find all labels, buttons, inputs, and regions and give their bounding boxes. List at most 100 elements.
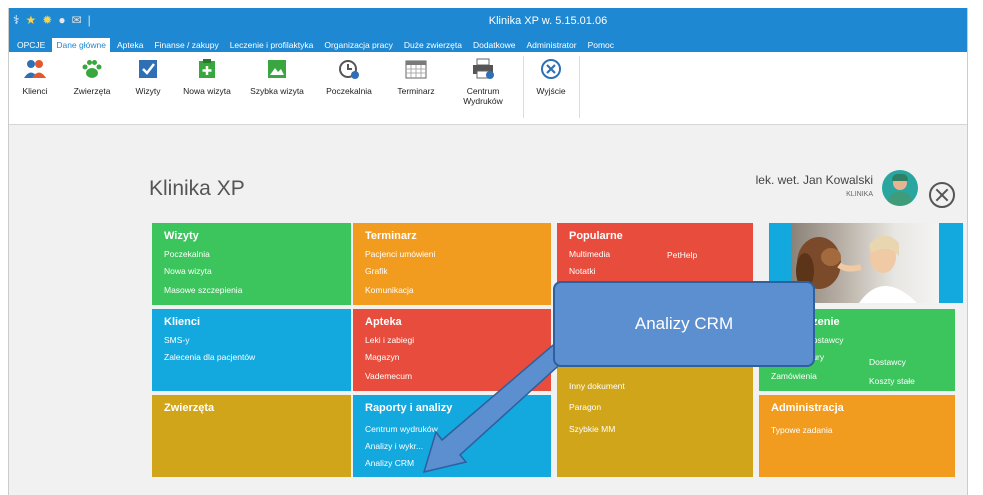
ribbon-label: Poczekalnia xyxy=(326,86,372,96)
tile-title: Terminarz xyxy=(365,230,417,242)
tile-title: Administracja xyxy=(771,402,844,414)
user-name: lek. wet. Jan Kowalski xyxy=(755,173,873,187)
calendar-icon xyxy=(405,60,427,79)
ribbon-terminarz-button[interactable]: Terminarz xyxy=(389,58,443,96)
link-nowa-wizyta[interactable]: Nowa wizyta xyxy=(164,266,212,276)
avatar-cap xyxy=(892,174,908,181)
tile-zwierzeta[interactable]: Zwierzęta xyxy=(152,395,351,477)
ribbon-label: Zwierzęta xyxy=(73,86,111,96)
ribbon-wyjscie-button[interactable]: Wyjście xyxy=(531,58,571,96)
ribbon-klienci-button[interactable]: Klienci xyxy=(15,58,55,96)
ribbon: Klienci Zwierzęta Wizyty Nowa wizyta xyxy=(9,52,967,125)
ribbon-label: Wizyty xyxy=(135,86,161,96)
ribbon-label: Centrum xyxy=(466,86,500,96)
menu-administrator[interactable]: Administrator xyxy=(526,40,577,50)
ribbon-wizyty-button[interactable]: Wizyty xyxy=(130,58,166,96)
menu-duze-zwierzeta[interactable]: Duże zwierzęta xyxy=(403,40,462,50)
link-centrum-wydrukow[interactable]: Centrum wydruków xyxy=(365,424,438,434)
ribbon-zwierzeta-button[interactable]: Zwierzęta xyxy=(69,58,115,96)
ribbon-szybka-wizyta-button[interactable]: Szybka wizyta xyxy=(245,58,309,96)
link-leki-i-zabiegi[interactable]: Leki i zabiegi xyxy=(365,335,415,345)
link-dostawcy[interactable]: Dostawcy xyxy=(869,357,906,367)
circle-icon[interactable]: ● xyxy=(58,13,66,27)
quick-visit-icon xyxy=(268,60,286,78)
ribbon-separator xyxy=(579,56,580,118)
menu-bar: OPCJE Dane główne Apteka Finanse / zakup… xyxy=(9,36,967,52)
link-pacjenci-umowieni[interactable]: Pacjenci umówieni xyxy=(365,249,436,259)
clock-icon xyxy=(339,60,359,79)
menu-apteka[interactable]: Apteka xyxy=(116,40,144,50)
title-bar: ⚕ ★ ✹ ● ✉ | Klinika XP w. 5.15.01.06 xyxy=(9,8,967,36)
link-paragon[interactable]: Paragon xyxy=(569,402,602,412)
sun-icon[interactable]: ✹ xyxy=(42,13,53,27)
link-zalecenia[interactable]: Zalecenia dla pacjentów xyxy=(164,352,256,362)
menu-pomoc[interactable]: Pomoc xyxy=(587,40,615,50)
tile-wizyty[interactable]: Wizyty Poczekalnia Nowa wizyta Masowe sz… xyxy=(152,223,351,305)
close-icon[interactable] xyxy=(929,182,955,208)
ribbon-nowa-wizyta-button[interactable]: Nowa wizyta xyxy=(177,58,237,96)
ribbon-label: Wyjście xyxy=(536,86,566,96)
link-analizy-crm[interactable]: Analizy CRM xyxy=(365,458,415,468)
link-grafik[interactable]: Grafik xyxy=(365,266,388,276)
tile-title: Raporty i analizy xyxy=(365,402,453,414)
tile-title: Wizyty xyxy=(164,230,199,242)
avatar[interactable] xyxy=(882,170,918,206)
new-visit-icon xyxy=(199,59,215,78)
link-poczekalnia[interactable]: Poczekalnia xyxy=(164,249,210,259)
link-inny-dokument[interactable]: Inny dokument xyxy=(569,381,625,391)
menu-dane-glowne[interactable]: Dane główne xyxy=(52,38,110,52)
tile-klienci[interactable]: Klienci SMS-y Zalecenia dla pacjentów xyxy=(152,309,351,391)
user-role: KLINIKA xyxy=(846,191,873,198)
link-masowe-szczepienia[interactable]: Masowe szczepienia xyxy=(164,285,243,295)
link-pethelp[interactable]: PetHelp xyxy=(667,250,698,260)
link-sms[interactable]: SMS-y xyxy=(164,335,190,345)
menu-dodatkowe[interactable]: Dodatkowe xyxy=(472,40,516,50)
ribbon-label: Terminarz xyxy=(397,86,435,96)
ribbon-poczekalnia-button[interactable]: Poczekalnia xyxy=(321,58,377,96)
tile-title: Zwierzęta xyxy=(164,402,215,414)
app-logo-icon[interactable]: ⚕ xyxy=(13,13,20,27)
ribbon-centrum-wydrukow-button[interactable]: Centrum Wydruków xyxy=(455,58,511,106)
exit-icon xyxy=(541,59,561,79)
link-magazyn[interactable]: Magazyn xyxy=(365,352,400,362)
ribbon-label: Klienci xyxy=(22,86,48,96)
page-title: Klinika XP xyxy=(149,177,245,200)
ribbon-label: Nowa wizyta xyxy=(183,86,231,96)
link-dostawcy-left[interactable]: ...dostawcy xyxy=(801,335,844,345)
tile-title: Popularne xyxy=(569,230,623,242)
menu-finanse[interactable]: Finanse / zakupy xyxy=(154,40,219,50)
link-koszty-stale[interactable]: Koszty stałe xyxy=(869,376,915,386)
tile-administracja[interactable]: Administracja Typowe zadania xyxy=(759,395,955,477)
tile-terminarz[interactable]: Terminarz Pacjenci umówieni Grafik Komun… xyxy=(353,223,551,305)
menu-organizacja[interactable]: Organizacja pracy xyxy=(324,40,393,50)
tile-title: Klienci xyxy=(164,316,201,328)
mail-icon[interactable]: ✉ xyxy=(71,13,82,27)
toolbar-separator: | xyxy=(87,13,91,27)
photo-illustration xyxy=(796,235,917,303)
menu-leczenie[interactable]: Leczenie i profilaktyka xyxy=(229,40,314,50)
vet-with-dog-image xyxy=(791,223,939,303)
star-icon[interactable]: ★ xyxy=(25,13,37,27)
quick-access-toolbar: ⚕ ★ ✹ ● ✉ | xyxy=(13,13,91,27)
menu-opcje[interactable]: OPCJE xyxy=(17,40,46,50)
ribbon-separator xyxy=(523,56,524,118)
application-window: ⚕ ★ ✹ ● ✉ | Klinika XP w. 5.15.01.06 OPC… xyxy=(8,8,968,495)
link-analizy-i-wykresy[interactable]: Analizy i wykr... xyxy=(365,441,424,451)
link-typowe-zadania[interactable]: Typowe zadania xyxy=(771,425,833,435)
printer-icon xyxy=(473,58,494,79)
link-szybkie-mm[interactable]: Szybkie MM xyxy=(569,424,616,434)
checkbox-icon xyxy=(139,60,157,78)
paw-icon xyxy=(82,60,102,78)
avatar-body xyxy=(888,192,912,206)
link-vademecum[interactable]: Vademecum xyxy=(365,371,413,381)
ribbon-label-line2: Wydruków xyxy=(463,96,503,106)
tile-title: Apteka xyxy=(365,316,402,328)
user-info: lek. wet. Jan Kowalski KLINIKA xyxy=(756,173,873,198)
annotation-callout: Analizy CRM xyxy=(553,281,815,367)
link-komunikacja[interactable]: Komunikacja xyxy=(365,285,414,295)
clients-icon xyxy=(24,60,46,78)
window-title: Klinika XP w. 5.15.01.06 xyxy=(488,15,608,27)
link-multimedia[interactable]: Multimedia xyxy=(569,249,611,259)
link-zamowienia[interactable]: Zamówienia xyxy=(771,371,817,381)
link-notatki[interactable]: Notatki xyxy=(569,266,596,276)
